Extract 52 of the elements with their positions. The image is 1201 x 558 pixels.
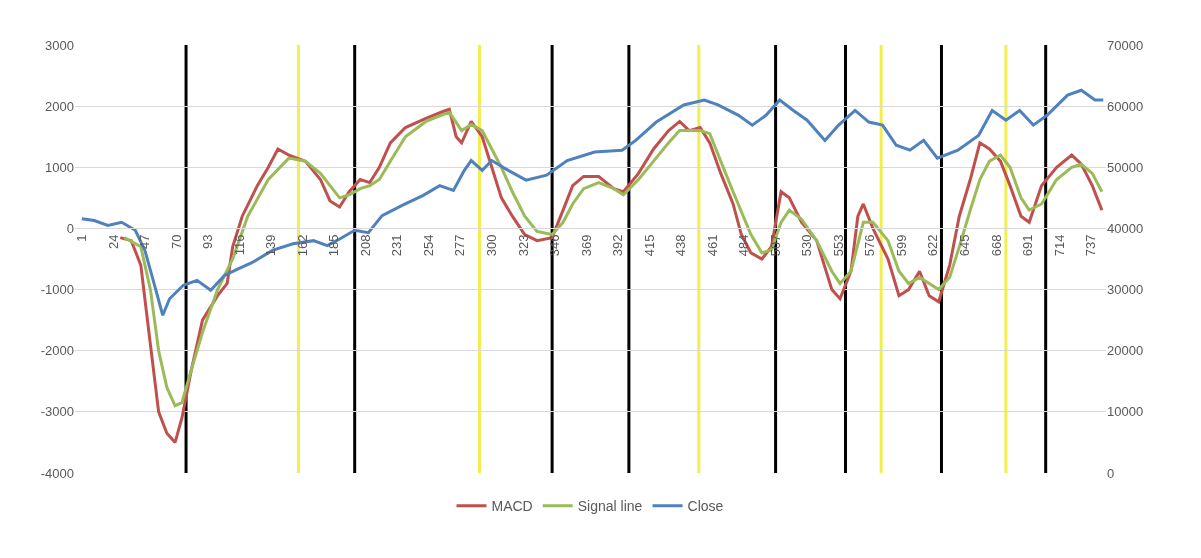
y2-tick-label: 60000 [1107, 98, 1144, 114]
y-tick-label: 2000 [45, 98, 74, 114]
y-tick-label: 1000 [45, 159, 74, 175]
x-tick-label: 70 [168, 234, 184, 250]
x-tick-label: 668 [988, 234, 1004, 257]
x-tick-label: 116 [231, 234, 247, 256]
x-tick-label: 737 [1083, 234, 1099, 257]
legend-label: Close [687, 498, 724, 515]
x-tick-label: 622 [925, 234, 941, 257]
y2-tick-label: 50000 [1107, 159, 1144, 175]
x-tick-label: 277 [452, 234, 468, 257]
x-tick-label: 645 [957, 234, 973, 257]
x-tick-label: 392 [610, 234, 626, 257]
x-tick-label: 484 [736, 234, 752, 257]
y-tick-label: 0 [66, 220, 74, 236]
x-tick-label: 1 [74, 234, 90, 242]
x-tick-label: 576 [862, 234, 878, 257]
x-tick-label: 185 [326, 234, 342, 257]
x-tick-label: 24 [105, 234, 121, 250]
x-tick-label: 323 [515, 234, 531, 257]
x-tick-label: 530 [799, 234, 815, 257]
y2-tick-label: 30000 [1107, 282, 1144, 298]
x-tick-label: 231 [389, 234, 405, 257]
x-tick-label: 691 [1020, 234, 1036, 257]
x-tick-label: 300 [484, 234, 500, 257]
y2-tick-label: 10000 [1107, 404, 1144, 420]
x-tick-label: 415 [641, 234, 657, 257]
legend-label: MACD [491, 498, 533, 515]
x-tick-label: 93 [200, 234, 216, 250]
x-tick-label: 254 [420, 234, 436, 257]
y-tick-label: -3000 [40, 404, 74, 420]
y-tick-label: 3000 [45, 37, 74, 53]
legend-label: Signal line [577, 498, 643, 515]
y-tick-label: -1000 [40, 282, 74, 298]
x-tick-label: 553 [830, 234, 846, 257]
x-tick-label: 461 [704, 234, 720, 257]
x-tick-label: 438 [673, 234, 689, 257]
x-tick-label: 139 [263, 234, 279, 257]
x-tick-label: 507 [767, 234, 783, 257]
x-tick-label: 714 [1051, 234, 1067, 257]
x-tick-label: 599 [893, 234, 909, 257]
y-tick-label: -2000 [40, 343, 74, 359]
y2-tick-label: 70000 [1107, 37, 1144, 53]
x-tick-label: 346 [547, 234, 563, 257]
y-tick-label: -4000 [40, 465, 74, 481]
y2-tick-label: 0 [1107, 465, 1115, 481]
y2-tick-label: 40000 [1107, 220, 1144, 236]
x-tick-label: 208 [357, 234, 373, 257]
x-tick-label: 47 [137, 234, 153, 250]
x-tick-label: 162 [294, 234, 310, 257]
y2-tick-label: 20000 [1107, 343, 1144, 359]
x-tick-label: 369 [578, 234, 594, 257]
